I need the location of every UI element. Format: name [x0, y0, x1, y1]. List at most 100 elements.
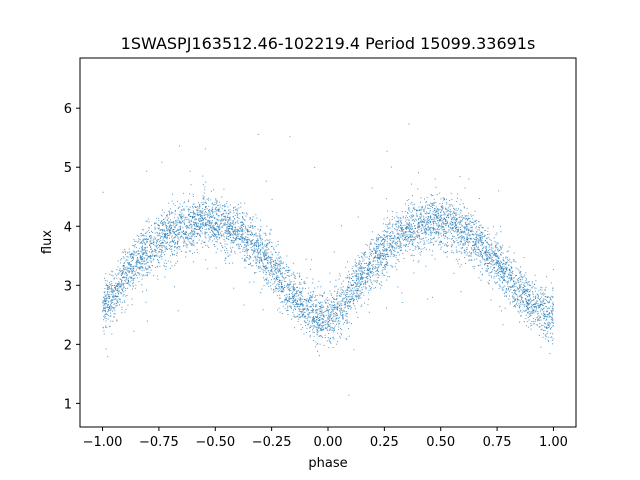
- data-point: [188, 227, 190, 229]
- data-point: [260, 219, 262, 221]
- data-point: [433, 216, 435, 218]
- data-point: [337, 288, 339, 290]
- data-point: [162, 229, 164, 231]
- data-point: [133, 279, 135, 281]
- data-point: [323, 293, 325, 294]
- data-point: [501, 287, 503, 289]
- data-point: [459, 203, 461, 205]
- data-point: [470, 253, 472, 254]
- data-point: [436, 232, 437, 234]
- data-point: [141, 241, 143, 243]
- data-point: [189, 250, 191, 252]
- data-point: [362, 257, 364, 259]
- data-point: [216, 202, 218, 204]
- data-point: [153, 242, 155, 244]
- data-point: [503, 272, 505, 274]
- data-point: [154, 267, 156, 268]
- data-point: [455, 208, 457, 210]
- data-point: [110, 305, 112, 307]
- data-point: [410, 211, 412, 213]
- data-point: [267, 267, 269, 269]
- data-point: [382, 250, 384, 252]
- data-point: [334, 304, 336, 306]
- data-point: [414, 239, 416, 241]
- data-point: [124, 280, 126, 282]
- data-point: [160, 242, 162, 244]
- data-point: [545, 315, 547, 317]
- data-point: [256, 251, 258, 253]
- data-point: [209, 212, 211, 214]
- data-point: [473, 267, 475, 269]
- data-point: [330, 314, 331, 316]
- data-point: [239, 237, 241, 239]
- data-point: [183, 245, 185, 247]
- data-point: [259, 229, 261, 231]
- data-point: [376, 255, 378, 257]
- data-point: [280, 260, 282, 262]
- data-point: [342, 310, 344, 312]
- data-point: [311, 321, 313, 323]
- data-point: [181, 231, 183, 233]
- data-point: [216, 222, 218, 224]
- data-point: [284, 267, 285, 269]
- data-point: [253, 281, 255, 283]
- data-point: [449, 227, 451, 229]
- data-point: [461, 239, 463, 241]
- data-point: [327, 321, 329, 323]
- data-point: [208, 205, 210, 207]
- data-point: [543, 318, 545, 320]
- data-point: [386, 271, 388, 273]
- data-point: [437, 220, 438, 222]
- data-point: [360, 277, 362, 279]
- data-point: [527, 311, 529, 313]
- data-point: [531, 308, 533, 310]
- data-point: [204, 222, 206, 224]
- data-point: [176, 220, 178, 222]
- data-point: [256, 256, 258, 258]
- data-point: [251, 232, 253, 233]
- data-point: [105, 311, 106, 313]
- data-point: [240, 235, 241, 237]
- data-point: [240, 202, 242, 204]
- data-point: [151, 243, 153, 244]
- data-point: [217, 219, 219, 221]
- data-point: [105, 280, 107, 282]
- data-point: [110, 300, 112, 301]
- data-point: [201, 225, 203, 227]
- data-point: [348, 287, 349, 288]
- data-point: [216, 234, 218, 236]
- data-point: [472, 214, 474, 216]
- data-point: [382, 246, 384, 248]
- data-point: [147, 255, 149, 257]
- data-point: [284, 307, 286, 309]
- data-point: [332, 347, 334, 348]
- data-point: [326, 310, 328, 312]
- data-point: [523, 287, 524, 288]
- data-point: [250, 225, 252, 227]
- data-point: [268, 255, 270, 257]
- data-point: [228, 236, 230, 238]
- data-point: [173, 229, 174, 231]
- data-point: [335, 279, 337, 281]
- data-point: [534, 296, 536, 298]
- data-point: [469, 259, 471, 261]
- data-point: [257, 133, 259, 135]
- data-point: [257, 266, 259, 267]
- data-point: [322, 321, 324, 323]
- data-point: [233, 224, 235, 226]
- data-point: [502, 263, 504, 265]
- data-point: [497, 250, 499, 252]
- data-point: [236, 237, 238, 238]
- data-point: [452, 217, 454, 219]
- data-point: [142, 249, 144, 251]
- data-point: [464, 233, 466, 235]
- data-point: [370, 280, 372, 282]
- data-point: [334, 286, 336, 288]
- data-point: [363, 267, 365, 269]
- data-point: [304, 316, 306, 318]
- data-point: [227, 252, 229, 254]
- data-point: [401, 228, 403, 230]
- data-point: [151, 230, 152, 232]
- data-point: [457, 222, 459, 224]
- data-point: [151, 264, 153, 266]
